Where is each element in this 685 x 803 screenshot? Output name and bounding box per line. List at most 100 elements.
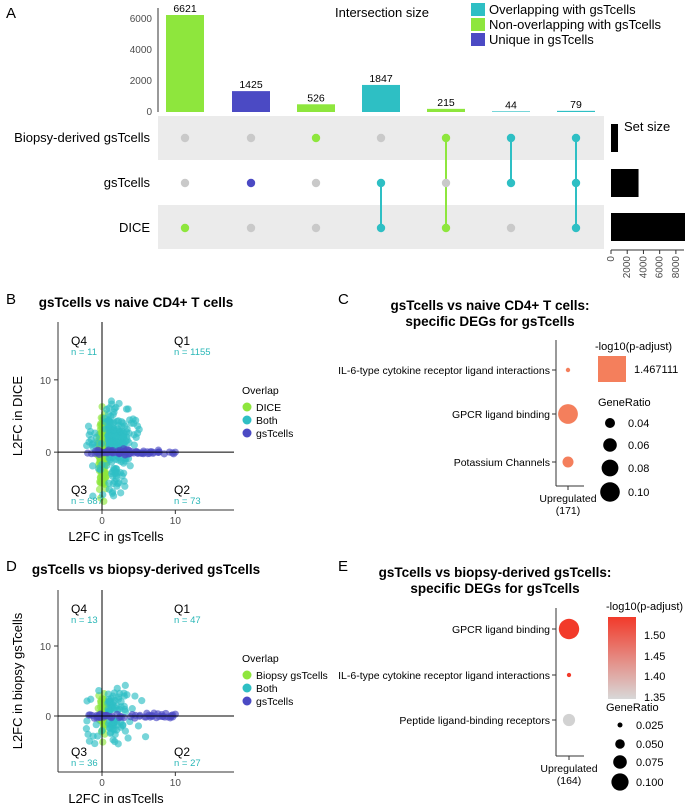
group-count: (171): [556, 505, 581, 517]
intersection-bar-1: [232, 91, 270, 112]
set-label-dice: DICE: [119, 220, 150, 235]
legend-title: Overlap: [242, 385, 279, 397]
x-tick-label-1: 10: [170, 778, 182, 789]
legend-title: Overlap: [242, 653, 279, 665]
scatter-point-436: [107, 397, 116, 405]
intersection-bar-label-1: 1425: [239, 79, 263, 91]
intersection-bar-2: [297, 104, 335, 112]
matrix-dot-5-2: [506, 223, 516, 233]
dot-c-title-2: specific DEGs for gsTcells: [405, 314, 574, 329]
panel-label-c: C: [338, 291, 349, 308]
scatter-point-105: [121, 708, 130, 716]
quadrant-count-q3: n = 687: [71, 496, 103, 507]
scatter-point-434: [120, 429, 128, 437]
matrix-dot-3-2: [376, 223, 386, 233]
intersection-matrix: Biopsy-derived gsTcells gsTcells DICE: [14, 116, 604, 249]
intersection-bar-label-2: 526: [307, 92, 325, 104]
color-legend-title: -log10(p-adjust): [606, 601, 683, 613]
size-legend-title: GeneRatio: [598, 397, 651, 409]
scatter-point-114: [117, 703, 125, 711]
y-tick-label-1: 10: [40, 642, 52, 653]
scatter-point-525: [119, 445, 128, 453]
matrix-dot-3-1: [376, 178, 386, 188]
scatter-point-189: [152, 714, 161, 722]
scatter-point-376: [99, 491, 107, 499]
set-size-tick-1: 2000: [622, 256, 633, 279]
intersection-bar-chart: 0 2000 4000 6000 6621 1425 526 1847 215 44 79: [130, 3, 595, 118]
panel-e: E gsTcells vs biopsy-derived gsTcells: s…: [338, 558, 683, 791]
panel-a: A Intersection size Overlapping with gsT…: [6, 2, 685, 278]
scatter-point-528: [125, 450, 133, 458]
scatter-point-131: [106, 698, 114, 706]
x-tick-label-1: 10: [170, 516, 182, 527]
legend-label-nonoverlapping: Non-overlapping with gsTcells: [489, 17, 661, 32]
scatter-point-400: [84, 422, 93, 430]
y-tick-0: 0: [146, 107, 152, 118]
quadrant-count-q4: n = 11: [71, 347, 97, 358]
size-legend-label-3: 0.100: [636, 777, 664, 789]
scatter-point-396: [108, 489, 116, 497]
scatter-point-125: [95, 686, 103, 695]
term-dot-0: [565, 367, 571, 373]
legend-dot-1: [242, 415, 252, 425]
scatter-point-56: [131, 692, 139, 700]
scatter-point-431: [115, 399, 123, 408]
scatter-point-439: [111, 405, 119, 413]
scatter-d-title: gsTcells vs biopsy-derived gsTcells: [32, 562, 260, 577]
size-legend-title: GeneRatio: [606, 702, 659, 714]
legend-dot-2: [242, 696, 252, 706]
legend-dot-0: [242, 670, 252, 680]
color-legend-swatch: [598, 356, 626, 382]
scatter-point-420: [105, 479, 113, 487]
legend-swatch-unique: [471, 33, 485, 46]
matrix-dot-0-1: [180, 178, 190, 188]
matrix-dot-5-1: [506, 178, 516, 188]
term-label-1: GPCR ligand binding: [452, 409, 550, 421]
group-count: (164): [557, 775, 582, 787]
matrix-dot-5-0: [506, 133, 516, 143]
scatter-point-111: [89, 732, 97, 740]
legend-label-2: gsTcells: [256, 696, 293, 708]
size-legend-dot-0: [605, 418, 615, 428]
scatter-point-78: [120, 692, 128, 700]
color-legend-tick-0: 1.50: [644, 630, 665, 642]
matrix-dot-6-2: [571, 223, 581, 233]
scatter-point-457: [111, 469, 119, 478]
scatter-point-419: [121, 482, 129, 490]
scatter-point-179: [167, 711, 176, 719]
intersection-bar-3: [362, 84, 400, 112]
scatter-point-112: [92, 721, 100, 729]
legend-swatch-nonoverlapping: [471, 18, 485, 31]
scatter-point-455: [106, 440, 114, 448]
dot-e-title-1: gsTcells vs biopsy-derived gsTcells:: [379, 565, 612, 580]
scatter-point-246: [99, 478, 107, 486]
scatter-point-81: [87, 695, 95, 703]
quadrant-label-q1: Q1: [174, 334, 190, 348]
matrix-dot-4-0: [441, 133, 451, 143]
scatter-point-133: [109, 725, 117, 733]
group-label: Upregulated: [540, 763, 597, 775]
scatter-point-126: [109, 692, 117, 700]
dot-plot-e: GPCR ligand binding IL-6-type cytokine re…: [338, 601, 683, 791]
term-label-0: IL-6-type cytokine receptor ligand inter…: [338, 365, 550, 377]
quadrant-label-q2: Q2: [174, 745, 190, 759]
color-legend-tick-2: 1.40: [644, 671, 665, 683]
scatter-point-370: [124, 405, 132, 413]
quadrant-count-q3: n = 36: [71, 758, 98, 769]
set-size-tick-4: 8000: [671, 256, 682, 279]
y-axis-label: L2FC in biopsy gsTcells: [10, 612, 25, 749]
scatter-point-443: [126, 462, 134, 470]
quadrant-count-q2: n = 27: [174, 758, 201, 769]
size-legend-dot-2: [601, 459, 619, 477]
matrix-dot-6-0: [571, 133, 581, 143]
term-dot-1: [566, 672, 572, 678]
quadrant-count-q1: n = 1155: [174, 347, 211, 358]
color-legend-value: 1.467111: [634, 364, 678, 376]
scatter-point-80: [128, 705, 136, 713]
scatter-point-184: [128, 711, 136, 719]
set-size-tick-3: 6000: [655, 256, 666, 279]
dot-e-title-2: specific DEGs for gsTcells: [410, 581, 579, 596]
scatter-point-120: [111, 737, 119, 746]
panel-d: D gsTcells vs biopsy-derived gsTcells 0 1…: [6, 558, 328, 803]
scatter-point-128: [104, 705, 112, 713]
